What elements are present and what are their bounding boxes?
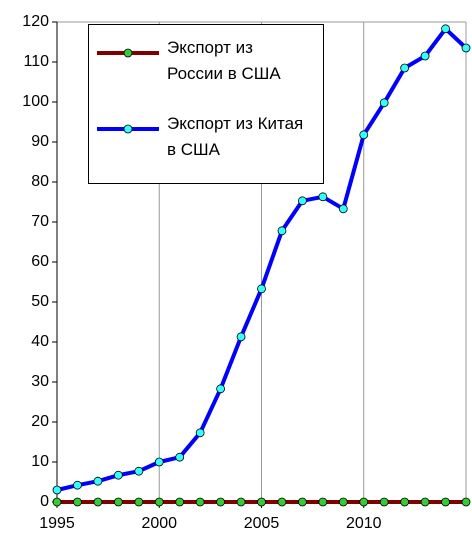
marker (93, 476, 103, 486)
marker (277, 226, 287, 236)
marker (379, 98, 389, 108)
marker (257, 497, 266, 507)
legend-entry: Экспорт из России в США (89, 35, 325, 95)
legend-label: Экспорт из Китая в США (167, 114, 304, 159)
legend-label: Экспорт из России в США (167, 38, 281, 83)
marker (359, 497, 369, 507)
marker (216, 497, 226, 507)
marker (461, 497, 471, 507)
legend-entry: Экспорт из Китая в США (89, 111, 325, 171)
marker (461, 43, 471, 53)
marker (318, 192, 328, 202)
marker (175, 497, 185, 507)
legend-swatch (97, 124, 159, 134)
y-tick-label: 90 (31, 133, 49, 150)
marker (134, 466, 144, 476)
marker (52, 497, 62, 507)
marker (420, 497, 430, 507)
y-tick-label: 60 (31, 253, 49, 270)
marker (318, 497, 328, 507)
marker (257, 284, 266, 294)
marker (277, 497, 287, 507)
y-tick-label: 100 (22, 93, 49, 110)
marker (195, 428, 205, 438)
marker (93, 497, 103, 507)
y-tick-label: 30 (31, 373, 49, 390)
y-tick-label: 50 (31, 293, 49, 310)
marker (113, 470, 123, 480)
marker (195, 497, 205, 507)
y-tick-label: 70 (31, 213, 49, 230)
marker (297, 497, 307, 507)
marker (441, 497, 450, 507)
marker (338, 204, 348, 214)
marker (297, 196, 307, 206)
x-tick-label: 2005 (244, 515, 280, 532)
y-tick-label: 40 (31, 333, 49, 350)
marker (338, 497, 348, 507)
marker (73, 480, 82, 490)
marker (154, 497, 164, 507)
x-tick-label: 1995 (39, 515, 75, 532)
marker (52, 485, 62, 495)
legend-swatch (97, 48, 159, 58)
marker (236, 497, 246, 507)
marker (175, 452, 185, 462)
marker (73, 497, 82, 507)
y-tick-label: 120 (22, 13, 49, 30)
y-tick-label: 110 (23, 53, 49, 70)
y-tick-label: 20 (31, 413, 49, 430)
x-tick-label: 2010 (346, 515, 382, 532)
marker (420, 51, 430, 61)
marker (359, 130, 369, 140)
marker (216, 384, 226, 394)
y-tick-label: 80 (31, 173, 49, 190)
marker (113, 497, 123, 507)
marker (400, 497, 410, 507)
marker (154, 457, 164, 467)
legend: Экспорт из России в США Экспорт из Китая … (88, 24, 324, 184)
marker (379, 497, 389, 507)
x-tick-label: 2000 (141, 515, 177, 532)
marker (236, 332, 246, 342)
marker (441, 24, 450, 34)
y-tick-label: 0 (40, 493, 49, 510)
legend-marker (123, 48, 133, 58)
marker (134, 497, 144, 507)
y-tick-label: 10 (31, 453, 49, 470)
legend-marker (123, 124, 133, 134)
marker (400, 63, 410, 73)
